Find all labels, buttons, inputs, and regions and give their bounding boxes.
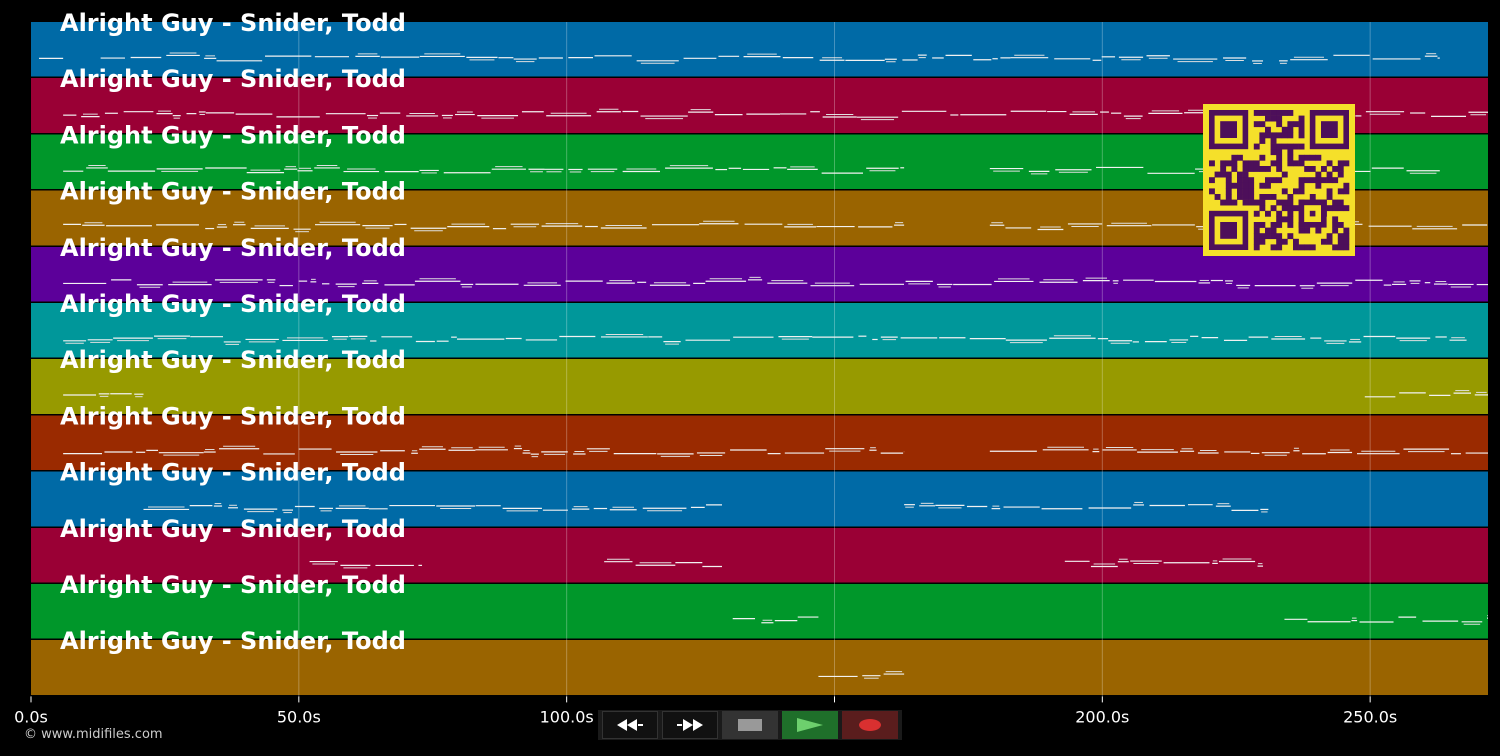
copyright-text: © www.midifiles.com	[24, 727, 163, 742]
track-row: Alright Guy - Snider, Todd	[31, 571, 1488, 639]
track-notes	[818, 671, 905, 679]
track-label: Alright Guy - Snider, Todd	[60, 121, 406, 149]
track-label: Alright Guy - Snider, Todd	[60, 9, 406, 37]
track-row: Alright Guy - Snider, Todd	[31, 346, 1488, 414]
stop-icon	[738, 719, 762, 731]
track-notes	[143, 501, 1269, 514]
track-label: Alright Guy - Snider, Todd	[60, 178, 406, 206]
track-background	[31, 471, 1488, 527]
record-button[interactable]	[842, 711, 898, 739]
track-label: Alright Guy - Snider, Todd	[60, 515, 406, 543]
track-background	[31, 303, 1488, 358]
track-row: Alright Guy - Snider, Todd	[31, 402, 1488, 471]
rewind-button[interactable]	[602, 711, 658, 739]
track-notes	[309, 558, 1264, 569]
rewind-icon	[617, 719, 643, 731]
fast-forward-icon	[677, 719, 703, 731]
track-row: Alright Guy - Snider, Todd	[31, 459, 1488, 527]
track-row: Alright Guy - Snider, Todd	[31, 9, 1488, 77]
track-background	[31, 359, 1488, 414]
track-notes	[63, 445, 1488, 458]
track-label: Alright Guy - Snider, Todd	[60, 234, 406, 262]
fast-forward-button[interactable]	[662, 711, 718, 739]
track-label: Alright Guy - Snider, Todd	[60, 571, 406, 599]
track-label: Alright Guy - Snider, Todd	[60, 402, 406, 430]
stop-button[interactable]	[722, 711, 778, 739]
track-notes	[63, 390, 1488, 398]
track-row: Alright Guy - Snider, Todd	[31, 515, 1488, 583]
track-notes	[732, 615, 1488, 625]
axis-tick-label: 0.0s	[14, 707, 48, 726]
track-row: Alright Guy - Snider, Todd	[31, 290, 1488, 358]
qr-code[interactable]	[1203, 104, 1355, 256]
track-notes	[63, 333, 1467, 345]
track-background	[31, 415, 1488, 471]
play-button[interactable]	[782, 711, 838, 739]
track-label: Alright Guy - Snider, Todd	[60, 627, 406, 655]
axis-tick-label: 50.0s	[277, 707, 321, 726]
playback-controls	[598, 710, 902, 740]
track-background	[31, 640, 1488, 695]
track-background	[31, 22, 1488, 77]
play-icon	[797, 718, 823, 732]
track-row: Alright Guy - Snider, Todd	[31, 627, 1488, 695]
axis-tick-label: 250.0s	[1343, 707, 1397, 726]
axis-tick-label: 200.0s	[1075, 707, 1129, 726]
track-notes	[39, 52, 1440, 64]
track-label: Alright Guy - Snider, Todd	[60, 290, 406, 318]
track-background	[31, 527, 1488, 583]
axis-tick-label: 100.0s	[540, 707, 594, 726]
record-icon	[859, 719, 881, 731]
track-label: Alright Guy - Snider, Todd	[60, 65, 406, 93]
track-background	[31, 584, 1488, 639]
track-label: Alright Guy - Snider, Todd	[60, 346, 406, 374]
track-notes	[63, 276, 1488, 289]
track-label: Alright Guy - Snider, Todd	[60, 459, 406, 487]
